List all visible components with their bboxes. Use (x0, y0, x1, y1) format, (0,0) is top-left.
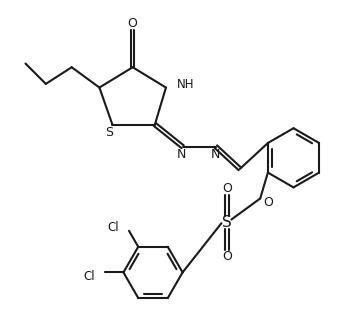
Text: O: O (128, 17, 138, 30)
Text: O: O (263, 196, 273, 209)
Text: Cl: Cl (107, 221, 119, 234)
Text: NH: NH (177, 78, 194, 91)
Text: O: O (222, 250, 232, 263)
Text: N: N (177, 148, 187, 161)
Text: O: O (222, 182, 232, 195)
Text: N: N (211, 148, 221, 161)
Text: S: S (222, 215, 232, 230)
Text: Cl: Cl (83, 270, 95, 283)
Text: S: S (105, 126, 114, 139)
